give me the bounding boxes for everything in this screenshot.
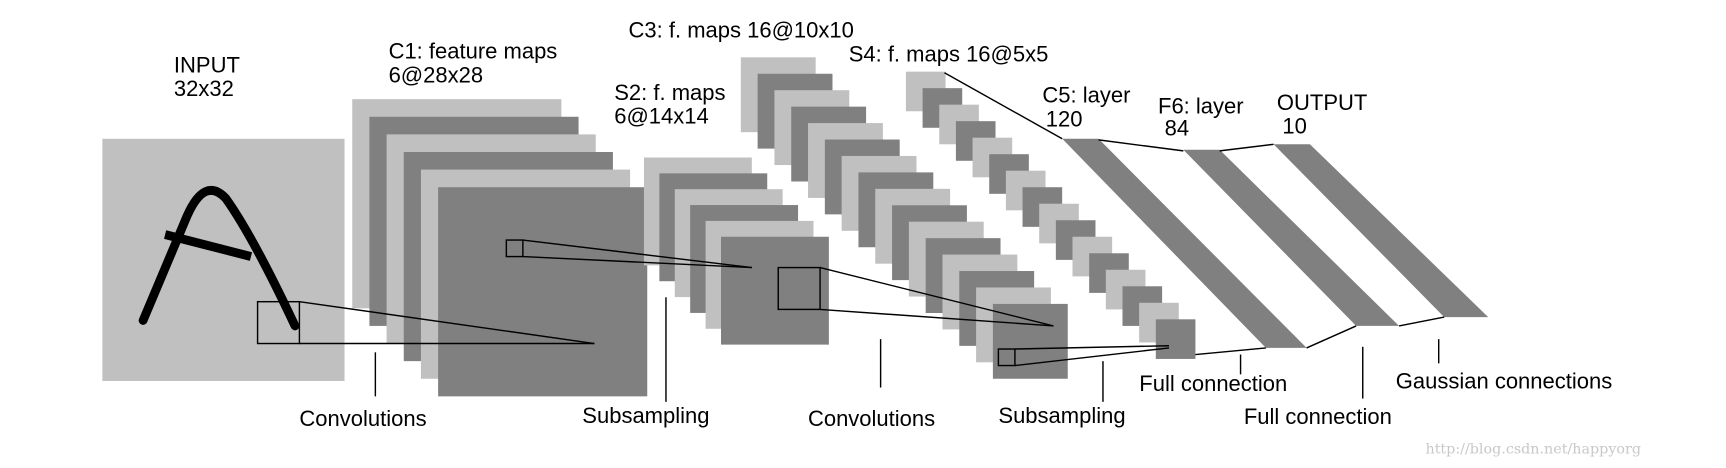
projection-line	[1014, 347, 1170, 367]
connection-label: Convolutions	[299, 406, 426, 431]
letter-a	[138, 186, 300, 331]
output-layer	[1273, 144, 1489, 318]
shapes	[102, 57, 1489, 402]
c5-layer	[1062, 138, 1307, 348]
connection-label: Full connection	[1139, 371, 1287, 396]
connection-line	[1398, 316, 1445, 327]
layer-size: 6@14x14	[614, 103, 709, 128]
layer-size: 84	[1165, 115, 1189, 140]
connection-line	[1219, 143, 1274, 152]
connection-label: Convolutions	[808, 406, 935, 431]
connection-label: Subsampling	[998, 403, 1125, 428]
layer-name: C3: f. maps 16@10x10	[629, 18, 854, 43]
layer-name: INPUT	[174, 53, 240, 78]
c3-plane	[992, 303, 1068, 379]
layer-size: 6@28x28	[389, 63, 484, 88]
projection-line	[299, 300, 595, 345]
connection-line	[944, 72, 1063, 140]
projection-line	[1014, 345, 1170, 350]
connection-label: Subsampling	[582, 403, 709, 428]
connection-line	[1306, 325, 1357, 349]
connection-label: Gaussian connections	[1396, 369, 1612, 394]
f6-layer	[1183, 149, 1400, 326]
c1-plane	[438, 187, 648, 397]
layer-size: 10	[1282, 113, 1306, 138]
layer-name: C5: layer	[1042, 82, 1130, 107]
connection-line	[1098, 139, 1184, 152]
projection-line	[819, 266, 1054, 327]
receptive-field	[256, 300, 301, 345]
receptive-field	[997, 348, 1016, 367]
letter-a-bar	[164, 230, 253, 261]
layer-size: 32x32	[174, 76, 234, 101]
layer-name: S2: f. maps	[614, 80, 725, 105]
projection-line	[522, 255, 752, 269]
receptive-field	[777, 266, 821, 311]
s4-plane	[1155, 319, 1196, 359]
input-plane	[102, 138, 345, 381]
layer-size: 120	[1046, 107, 1083, 132]
layer-name: C1: feature maps	[389, 38, 558, 63]
projection-line	[820, 308, 1054, 327]
s2-plane	[721, 236, 829, 345]
receptive-field	[505, 239, 524, 258]
layer-name: S4: f. maps 16@5x5	[849, 42, 1049, 67]
labels: INPUT 32x32 C1: feature maps 6@28x28 S2:…	[174, 18, 1641, 458]
projection-line	[522, 239, 752, 269]
connection-label: Full connection	[1244, 404, 1392, 429]
layer-name: F6: layer	[1158, 93, 1244, 118]
watermark: http://blog.csdn.net/happyorg	[1425, 442, 1641, 458]
layer-name: OUTPUT	[1277, 90, 1367, 115]
connection-line	[1195, 347, 1266, 356]
